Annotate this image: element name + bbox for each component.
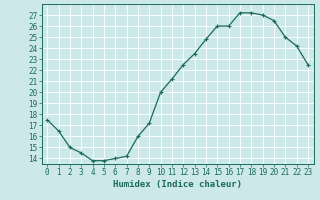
- X-axis label: Humidex (Indice chaleur): Humidex (Indice chaleur): [113, 180, 242, 189]
